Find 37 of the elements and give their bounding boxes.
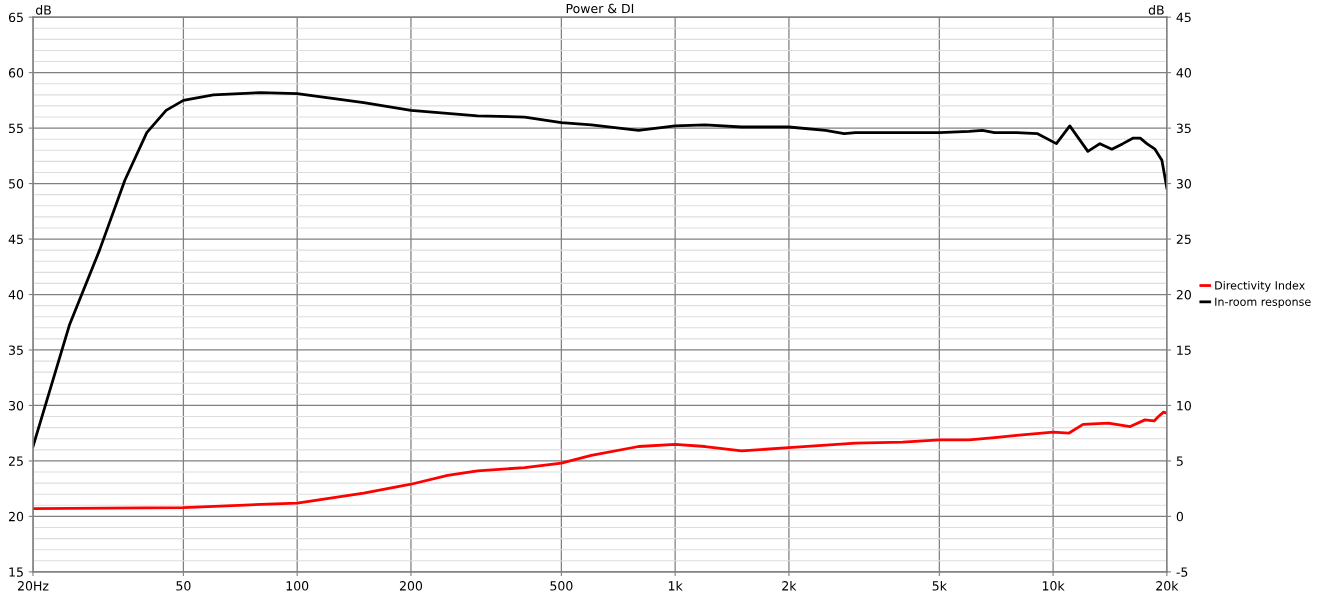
y2-tick-label: 0 xyxy=(1176,511,1184,522)
y2-tick-label: 30 xyxy=(1176,179,1191,189)
x-tick-label: 2k xyxy=(782,580,797,591)
y-tick-label: 50 xyxy=(9,179,24,189)
y2-axis-title: dB xyxy=(1148,5,1164,15)
y2-tick-label: 5 xyxy=(1176,456,1183,466)
y-tick-label: 40 xyxy=(8,289,24,300)
y2-tick-label: -5 xyxy=(1176,567,1188,577)
y2-tick-label: 15 xyxy=(1177,345,1191,355)
y-axis-title: dB xyxy=(35,5,51,15)
y-tick-label: 65 xyxy=(8,12,23,23)
y2-tick-label: 35 xyxy=(1176,123,1191,134)
y2-tick-label: 10 xyxy=(1177,400,1191,411)
x-tick-label: 5k xyxy=(932,580,947,591)
x-tick-label: 20k xyxy=(1156,580,1179,591)
x-tick-label: 1k xyxy=(668,580,683,591)
x-tick-label: 500 xyxy=(550,581,573,591)
y-tick-label: 30 xyxy=(9,400,24,411)
y2-tick-label: 20 xyxy=(1176,289,1191,300)
y-tick-label: 25 xyxy=(8,456,23,466)
y-tick-label: 15 xyxy=(9,567,23,577)
x-tick-label: 100 xyxy=(286,581,309,591)
y-tick-label: 45 xyxy=(8,234,23,244)
y-tick-label: 20 xyxy=(8,511,24,522)
legend-label: In-room response xyxy=(1215,297,1311,309)
chart-title: Power & DI xyxy=(566,3,634,14)
x-tick-label: 20Hz xyxy=(17,581,49,591)
y-tick-label: 60 xyxy=(8,68,24,78)
y2-tick-label: 40 xyxy=(1176,68,1191,78)
y2-tick-label: 45 xyxy=(1176,12,1191,23)
x-tick-label: 200 xyxy=(399,581,423,591)
y-tick-label: 35 xyxy=(9,345,23,355)
x-tick-label: 50 xyxy=(176,581,191,591)
y-tick-label: 55 xyxy=(9,123,23,134)
y2-tick-label: 25 xyxy=(1176,234,1191,244)
legend-label: Directivity Index xyxy=(1215,280,1305,292)
x-tick-label: 10k xyxy=(1042,580,1065,591)
